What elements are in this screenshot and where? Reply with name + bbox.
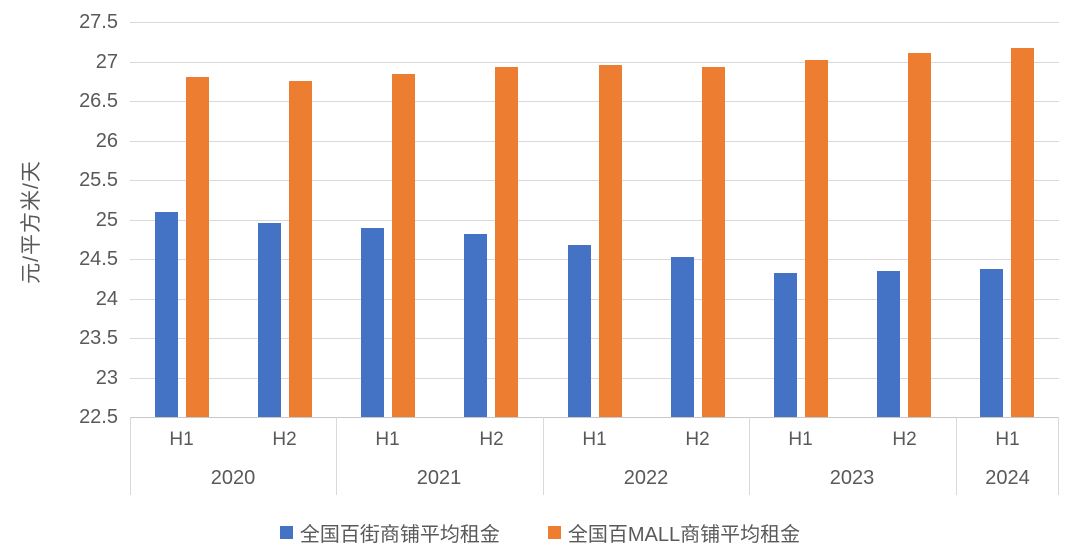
- x-tick-year-label: 2024: [985, 467, 1030, 489]
- x-tick-half-label: H2: [479, 429, 504, 450]
- bar: [908, 53, 931, 417]
- legend-swatch-icon: [279, 525, 293, 539]
- bar: [361, 228, 384, 417]
- bar: [980, 269, 1003, 417]
- x-tick-year-label: 2022: [623, 467, 669, 489]
- legend: 全国百街商铺平均租金 全国百MALL商铺平均租金: [0, 516, 1080, 548]
- category-divider: [543, 417, 544, 495]
- bar: [186, 77, 209, 417]
- legend-item: 全国百MALL商铺平均租金: [547, 518, 801, 547]
- legend-swatch-icon: [547, 525, 561, 539]
- y-tick-label: 22.5: [79, 406, 118, 428]
- x-tick-half-label: H1: [582, 429, 607, 450]
- x-tick-half-label: H2: [272, 429, 297, 450]
- bar: [464, 234, 487, 417]
- gridline: [130, 141, 1059, 142]
- bar: [568, 245, 591, 417]
- gridline: [130, 22, 1059, 23]
- y-tick-label: 26: [95, 130, 118, 152]
- gridline: [130, 62, 1059, 63]
- gridline: [130, 220, 1059, 221]
- bar: [495, 67, 518, 417]
- x-tick-half-label: H2: [892, 429, 917, 450]
- y-tick-label: 24.5: [79, 248, 118, 270]
- x-axis-labels: H1 H2 2020 H1 H2 2021 H1 H2 2022 H1 H2 2023 H1 2024: [130, 417, 1059, 495]
- x-axis-line: [130, 417, 1059, 418]
- gridline: [130, 299, 1059, 300]
- gridline: [130, 180, 1059, 181]
- legend-item: 全国百街商铺平均租金: [279, 518, 500, 547]
- y-tick-label: 25.5: [79, 169, 118, 191]
- y-axis-title: 元/平方米/天: [20, 160, 43, 284]
- x-tick-year-label: 2023: [829, 467, 875, 489]
- bar: [702, 67, 725, 417]
- gridline: [130, 338, 1059, 339]
- gridline: [130, 101, 1059, 102]
- category-divider: [1058, 417, 1059, 495]
- bar: [599, 65, 622, 417]
- x-tick-half-label: H1: [788, 429, 813, 450]
- x-tick-half-label: H2: [685, 429, 710, 450]
- y-tick-label: 26.5: [79, 90, 118, 112]
- y-tick-label: 23: [95, 367, 118, 389]
- bar: [1011, 48, 1034, 417]
- bar: [671, 257, 694, 417]
- bar: [289, 81, 312, 417]
- y-tick-label: 27: [95, 51, 118, 73]
- bar: [155, 212, 178, 417]
- bar: [258, 223, 281, 417]
- bar: [805, 60, 828, 417]
- legend-label: 全国百街商铺平均租金: [299, 523, 500, 546]
- category-divider: [749, 417, 750, 495]
- category-divider: [956, 417, 957, 495]
- plot-area: [130, 22, 1059, 418]
- x-tick-half-label: H1: [169, 429, 194, 450]
- y-tick-label: 25: [95, 209, 118, 231]
- x-tick-half-label: H1: [375, 429, 400, 450]
- gridline: [130, 378, 1059, 379]
- bar: [774, 273, 797, 417]
- bar: [392, 74, 415, 417]
- y-tick-label: 27.5: [79, 11, 118, 33]
- gridline: [130, 259, 1059, 260]
- bar: [877, 271, 900, 417]
- x-tick-year-label: 2020: [210, 467, 256, 489]
- x-tick-half-label: H1: [995, 429, 1020, 450]
- category-divider: [336, 417, 337, 495]
- category-divider: [130, 417, 131, 495]
- y-tick-label: 24: [95, 288, 118, 310]
- y-tick-label: 23.5: [79, 327, 118, 349]
- x-tick-year-label: 2021: [416, 467, 462, 489]
- legend-label: 全国百MALL商铺平均租金: [567, 523, 801, 546]
